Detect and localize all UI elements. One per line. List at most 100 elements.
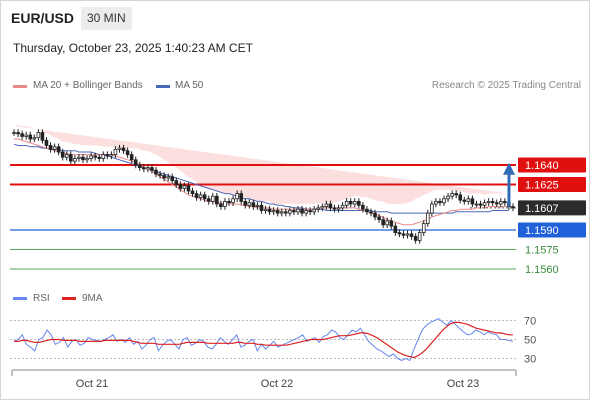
candle-body (365, 208, 369, 213)
candle-body (129, 154, 134, 161)
candle-body (40, 132, 45, 141)
candle-body (137, 164, 142, 168)
candle-body (85, 158, 89, 161)
candle-body (210, 195, 215, 202)
candle-body (417, 232, 422, 241)
current-price-label-bg (518, 200, 586, 216)
candle-body (438, 200, 442, 204)
candle-body (150, 167, 154, 171)
candle-body (499, 200, 503, 205)
candle-body (397, 232, 402, 235)
candle-body (81, 156, 85, 161)
candle-body (20, 133, 24, 137)
candle-body (401, 233, 406, 236)
candle-body (186, 185, 191, 192)
rsi-tick-label: 30 (524, 354, 536, 366)
candle-body (113, 148, 118, 155)
candle-body (348, 200, 353, 205)
candle-body (259, 204, 264, 211)
candle-body (446, 195, 450, 200)
candle-body (56, 146, 61, 153)
candle-body (381, 219, 385, 226)
x-tick-label: Oct 22 (261, 378, 293, 390)
candle-body (170, 176, 175, 181)
candle-body (482, 202, 487, 206)
target-price-label: 1.1560 (525, 264, 559, 276)
candle-body (24, 134, 28, 137)
candle-body (227, 200, 231, 204)
candle-body (60, 151, 65, 158)
candle-body (263, 208, 268, 211)
candle-body (470, 198, 475, 205)
candle-body (316, 207, 321, 210)
rsi-ma-line (14, 321, 513, 359)
rsi-ma-legend-label: 9MA (82, 293, 103, 304)
candle-body (490, 200, 495, 204)
candle-body (12, 132, 16, 134)
candle-body (239, 193, 243, 202)
candle-body (142, 167, 146, 170)
candle-body (215, 195, 219, 205)
candle-body (405, 233, 410, 236)
rsi-ma-legend-swatch (62, 297, 76, 300)
candle-body (478, 203, 483, 206)
resistance-price-label: 1.1625 (525, 180, 559, 192)
candle-body (304, 210, 308, 214)
candle-body (385, 220, 390, 226)
candle-body (300, 208, 304, 214)
candle-body (243, 200, 248, 206)
candle-body (198, 194, 203, 198)
candle-body (255, 204, 260, 208)
research-credit: Research © 2025 Trading Central (431, 80, 581, 91)
candle-body (474, 203, 479, 206)
candle-body (235, 193, 239, 200)
candle-body (231, 198, 235, 204)
timeframe-badge[interactable]: 30 MIN (81, 7, 132, 30)
candle-body (117, 147, 122, 150)
rsi-legend-label: RSI (33, 293, 50, 304)
candle-body (389, 220, 394, 227)
candle-body (125, 150, 130, 155)
candle-body (105, 154, 110, 157)
candle-body (73, 158, 77, 162)
ma20-legend-swatch (13, 85, 27, 88)
target-price-label: 1.1575 (525, 245, 559, 257)
candle-body (336, 207, 341, 210)
candle-body (450, 193, 454, 197)
candle-body (101, 154, 106, 159)
support-price-label-bg (518, 222, 586, 238)
candle-body (64, 154, 69, 158)
chart-header: EUR/USD 30 MIN (0, 0, 590, 36)
candle-body (190, 190, 195, 194)
candle-body (328, 203, 333, 209)
candle-body (154, 169, 158, 175)
candle-body (271, 210, 276, 213)
candle-body (503, 200, 507, 204)
candle-body (373, 212, 377, 218)
candle-body (442, 198, 446, 204)
current-price-label: 1.1607 (525, 203, 559, 215)
candle-body (486, 200, 491, 204)
candle-body (52, 146, 57, 150)
candle-body (458, 194, 463, 201)
ma50-legend-swatch (156, 85, 170, 88)
resistance-price-label-bg (518, 157, 586, 173)
candle-body (166, 176, 170, 179)
candle-body (332, 207, 337, 210)
candle-body (409, 233, 414, 237)
candle-body (421, 223, 426, 233)
candle-body (44, 139, 49, 146)
candle-body (434, 200, 438, 205)
x-tick-label: Oct 21 (76, 378, 108, 390)
candle-body (178, 184, 183, 189)
candle-body (223, 200, 227, 207)
symbol-title: EUR/USD (11, 10, 75, 26)
candle-body (279, 211, 284, 214)
candle-body (162, 174, 166, 179)
candle-body (454, 193, 458, 196)
support-price-label: 1.1590 (525, 225, 559, 237)
candle-body (158, 173, 162, 176)
rsi-legend-swatch (13, 297, 27, 300)
candle-body (369, 211, 373, 214)
candle-body (77, 156, 81, 159)
